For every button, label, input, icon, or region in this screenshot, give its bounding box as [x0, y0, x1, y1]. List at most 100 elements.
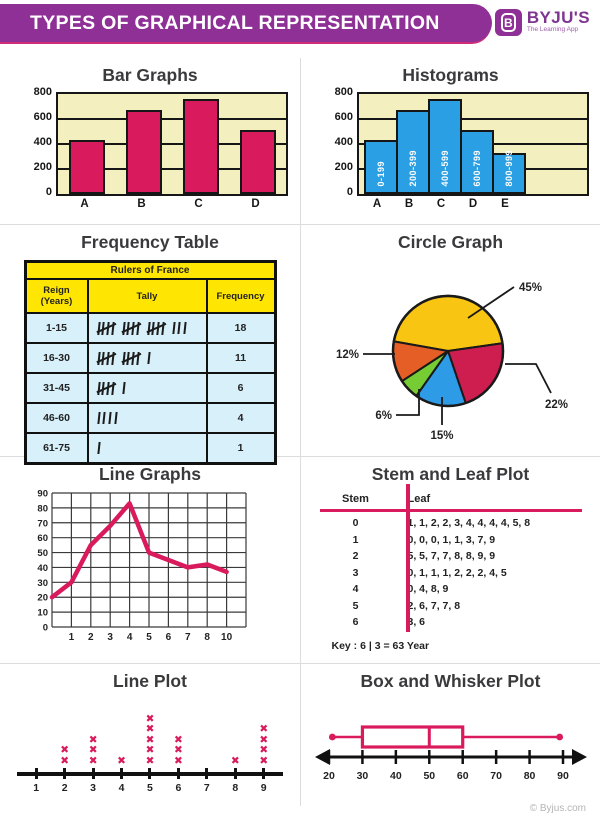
stem-value: 4 [352, 583, 359, 595]
stem-column-header: Stem [342, 493, 369, 505]
bar-graphs-chart: 0 200 400 600 800 A B C D [0, 86, 300, 222]
axis-label: 3 [90, 782, 97, 794]
frequency-table-grid: Rulers of France Reign (Years) Tally Freque… [23, 260, 277, 465]
tally-group-of-five [95, 321, 117, 335]
stem-value: 5 [352, 599, 359, 612]
tally-bar [171, 322, 176, 334]
tick-mark [63, 768, 67, 779]
panel-title-line-graphs: Line Graphs [98, 464, 202, 484]
logo-tagline: The Learning App [526, 26, 579, 33]
reign-cell: 46-60 [24, 402, 89, 434]
panel-circle-graph: Circle Graph 45% 22% 15% 6% 12% [300, 225, 600, 456]
axis-label: 7 [203, 782, 210, 794]
stem-value: 6 [352, 616, 359, 628]
gridline [359, 118, 587, 120]
tally-bar [102, 412, 107, 425]
stem-leaf-row: 0 1, 1, 2, 2, 3, 4, 4, 4, 4, 5, 8 [320, 515, 582, 532]
tick-mark [34, 768, 38, 779]
x-tick-label: A [372, 198, 382, 210]
tally-cell [86, 372, 208, 404]
panel-frequency-table: Frequency Table Rulers of France Reign (Y… [0, 225, 300, 465]
mark-columns: ✖ ✖ ✖ ✖ ✖ ✖ ✖ ✖ ✖ ✖ ✖ ✖ ✖ ✖ ✖ ✖ ✖ ✖ ✖ [22, 704, 278, 766]
axis-label: 9 [260, 782, 267, 794]
tally-bar [146, 352, 151, 364]
column-header: Tally [86, 278, 208, 314]
tick-mark [91, 768, 95, 779]
panel-title-bar-graphs: Bar Graphs [102, 65, 198, 85]
x-mark: ✖ [145, 733, 155, 746]
tick-label: 70 [490, 770, 502, 782]
number-line [17, 768, 283, 780]
leader-line-6% [395, 389, 420, 416]
x-tick-label: D [468, 198, 478, 210]
x-mark: ✖ [145, 744, 155, 756]
slice-label-22%: 22% [545, 399, 568, 411]
panel-stem-leaf: Stem and Leaf Plot Stem Leaf 0 1, 1, 2, 2, … [300, 457, 600, 663]
stem-leaf-key: Key : 6 | 3 = 63 Year [331, 639, 430, 652]
mark-column-8: ✖ [221, 704, 249, 766]
left-arrow [314, 749, 330, 765]
slice-label-6%: 6% [375, 410, 392, 422]
box [360, 725, 464, 749]
axis-label: 5 [147, 782, 153, 794]
stem-leaf-row: 6 3, 6 [320, 614, 582, 631]
leaf-values: 1, 1, 2, 2, 3, 4, 4, 4, 4, 5, 8 [407, 517, 531, 529]
x-tick-label: C [436, 198, 446, 210]
x-tick-label: E [501, 198, 509, 210]
mark-column-9: ✖ ✖ ✖ ✖ [250, 704, 278, 766]
y-tick-label: 200 [33, 161, 52, 173]
y-tick-label: 90 [37, 489, 48, 500]
bar-B [125, 110, 162, 194]
y-tick-label: 600 [334, 111, 353, 123]
stem-and-leaf-plot: Stem Leaf 0 1, 1, 2, 2, 3, 4, 4, 4, 4, 5, 8… [319, 484, 582, 652]
stem-leaf-row: 2 5, 5, 7, 7, 8, 8, 9, 9 [320, 548, 582, 565]
stem-value: 2 [352, 550, 359, 562]
gridline [58, 143, 286, 145]
y-tick-label: 200 [334, 161, 353, 173]
stem-value: 0 [352, 517, 359, 529]
x-mark: ✖ [117, 754, 126, 767]
bar-E: 800-999 [492, 150, 526, 194]
x-mark: ✖ [145, 754, 155, 767]
bar-A [68, 140, 105, 194]
x-tick-label: 8 [204, 632, 210, 643]
leaf-column-header: Leaf [407, 493, 431, 505]
x-tick-label: 10 [221, 632, 233, 643]
byjus-logo-text: BYJU'S The Learning App [527, 9, 590, 34]
tick-label: 50 [423, 770, 435, 782]
table-header-row: Reign (Years) Tally Frequency [24, 278, 276, 314]
tick-label: 40 [390, 770, 402, 782]
y-tick-label: 70 [37, 518, 48, 529]
horizontal-rule [319, 508, 582, 512]
tick-mark [205, 768, 209, 779]
x-mark: ✖ [60, 754, 70, 767]
x-mark: ✖ [88, 733, 98, 746]
tick-label: 30 [356, 770, 368, 782]
panel-title-circle-graph: Circle Graph [397, 232, 504, 252]
x-mark: ✖ [259, 744, 269, 756]
max-dot [555, 733, 563, 741]
table-row: 61-75 1 [24, 432, 276, 465]
panel-line-plot: Line Plot ✖ ✖ ✖ ✖ ✖ ✖ ✖ ✖ ✖ ✖ ✖ ✖ ✖ ✖ ✖ ✖ ✖ ✖ ✖ 1 2 3 4 5 6 7 8 9 [0, 664, 300, 806]
frequency-cell: 1 [205, 432, 276, 465]
plot-area: 0-199 200-399 400-599 600-799 800-999 [357, 92, 589, 196]
byjus-logo-icon: B [494, 9, 522, 36]
y-tick-label: 60 [37, 533, 48, 544]
mark-column-7 [193, 704, 221, 766]
bin-label: 200-399 [408, 150, 418, 187]
header-banner: TYPES OF GRAPHICAL REPRESENTATION [0, 4, 492, 42]
line-plot-chart: ✖ ✖ ✖ ✖ ✖ ✖ ✖ ✖ ✖ ✖ ✖ ✖ ✖ ✖ ✖ ✖ ✖ ✖ ✖ 1 2 3 4 5 6 7 8 9 [16, 704, 284, 794]
y-tick-label: 40 [37, 563, 48, 574]
tick-mark [233, 768, 237, 779]
tick-cell [221, 768, 249, 780]
tally-group-of-five [145, 321, 167, 335]
panel-title-stem-leaf: Stem and Leaf Plot [371, 464, 530, 484]
leader-line-45% [466, 286, 515, 319]
mark-column-6: ✖ ✖ ✖ [164, 704, 192, 766]
bar-A: 0-199 [364, 140, 398, 194]
bin-label: 0-199 [376, 161, 386, 187]
y-tick-label: 0 [43, 623, 48, 634]
bar-C [182, 99, 219, 194]
tick-cell [193, 768, 221, 780]
tick-label: 20 [323, 770, 335, 782]
